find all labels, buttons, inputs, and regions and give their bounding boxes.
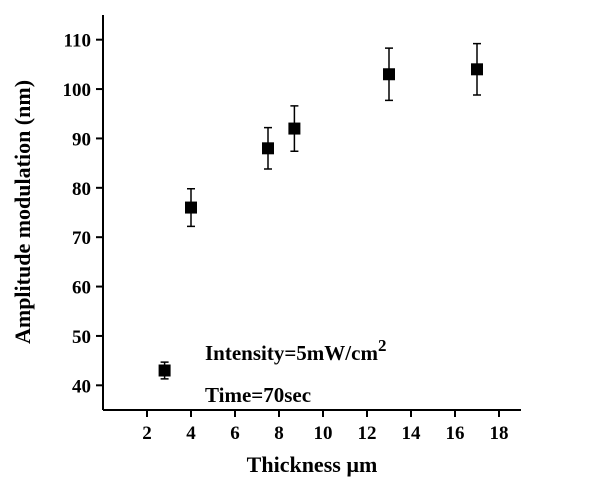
annotation: Time=70sec (205, 383, 311, 407)
x-tick-label: 18 (490, 423, 509, 444)
point (288, 122, 301, 135)
y-tick-label: 110 (64, 31, 91, 52)
x-tick-label: 4 (186, 423, 196, 444)
point (471, 63, 483, 76)
annotation: Intensity=5mW/cm2 (205, 336, 386, 365)
y-tick-label: 50 (72, 327, 91, 348)
x-tick-label: 12 (358, 423, 377, 444)
point (185, 201, 197, 214)
y-tick-label: 100 (63, 80, 92, 101)
annotation-superscript: 2 (378, 336, 387, 355)
y-tick-label: 70 (72, 228, 91, 249)
y-tick-label: 40 (72, 376, 91, 397)
y-tick-label: 90 (72, 129, 91, 150)
point (158, 364, 171, 377)
point (383, 68, 395, 81)
annotation-text: Intensity=5mW/cm (205, 341, 378, 365)
x-axis-title: Thickness µm (247, 452, 378, 477)
point (262, 142, 274, 155)
x-tick-label: 14 (402, 423, 422, 444)
x-tick-label: 6 (230, 423, 240, 444)
x-tick-label: 16 (446, 423, 465, 444)
x-tick-label: 8 (274, 423, 284, 444)
y-tick-label: 60 (72, 278, 91, 299)
x-tick-label: 10 (314, 423, 333, 444)
annotation-text: Time=70sec (205, 383, 311, 407)
y-axis-title: Amplitude modulation (nm) (10, 80, 35, 344)
x-tick-label: 2 (142, 423, 152, 444)
y-tick-label: 80 (72, 179, 91, 200)
